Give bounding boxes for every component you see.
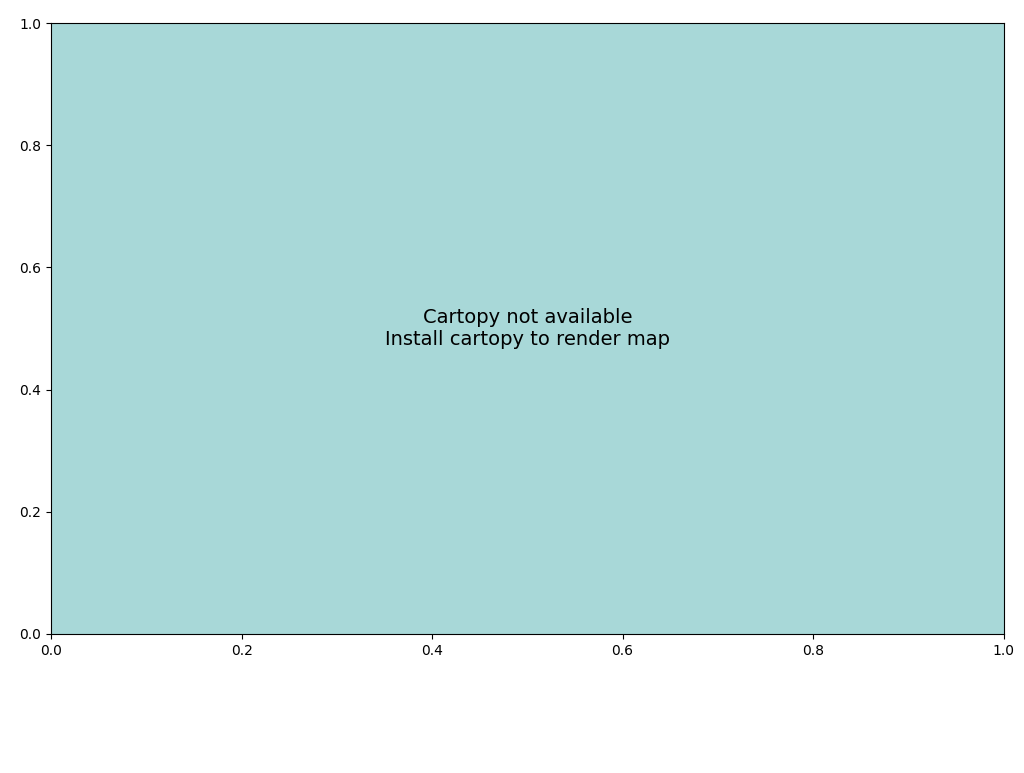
Text: Cartopy not available
Install cartopy to render map: Cartopy not available Install cartopy to… (385, 308, 670, 349)
